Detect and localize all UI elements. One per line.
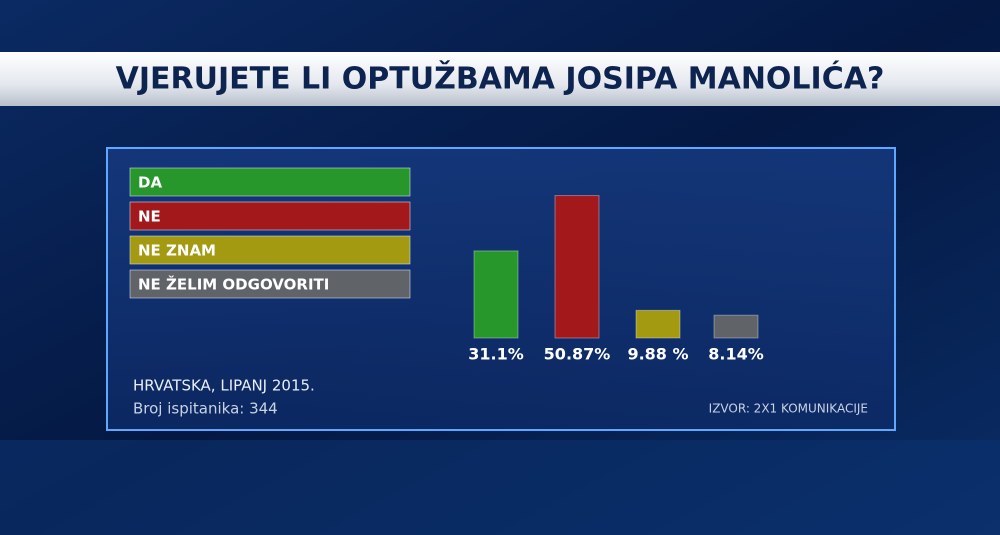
bar <box>473 250 519 339</box>
legend-swatch <box>129 201 411 231</box>
marks: DA NE NE ZNAM NE ŽELIM ODGOVORITI 31.1% 50.87… <box>129 167 764 364</box>
legend-swatch <box>129 269 411 299</box>
bar <box>554 195 600 339</box>
bar <box>635 309 681 339</box>
legend-label: NE ZNAM <box>138 242 216 260</box>
chart-title: VJERUJETE LI OPTUŽBAMA JOSIPA MANOLIĆA? <box>116 60 885 97</box>
legend-swatch <box>129 167 411 197</box>
legend-label: NE <box>138 208 161 226</box>
value-label: 8.14% <box>708 345 764 364</box>
legend-label: NE ŽELIM ODGOVORITI <box>138 275 329 294</box>
value-label: 50.87% <box>544 345 611 364</box>
bar <box>713 314 759 339</box>
background-lower <box>0 440 1000 535</box>
value-label: 9.88 % <box>627 345 688 364</box>
value-label: 31.1% <box>468 345 524 364</box>
legend-label: DA <box>138 174 162 192</box>
annotation: Broj ispitanika: 344 <box>133 400 278 418</box>
title-band <box>0 52 1000 106</box>
annotation: HRVATSKA, LIPANJ 2015. <box>133 377 315 395</box>
source: IZVOR: 2X1 KOMUNIKACIJE <box>709 402 868 416</box>
legend-swatch <box>129 235 411 265</box>
